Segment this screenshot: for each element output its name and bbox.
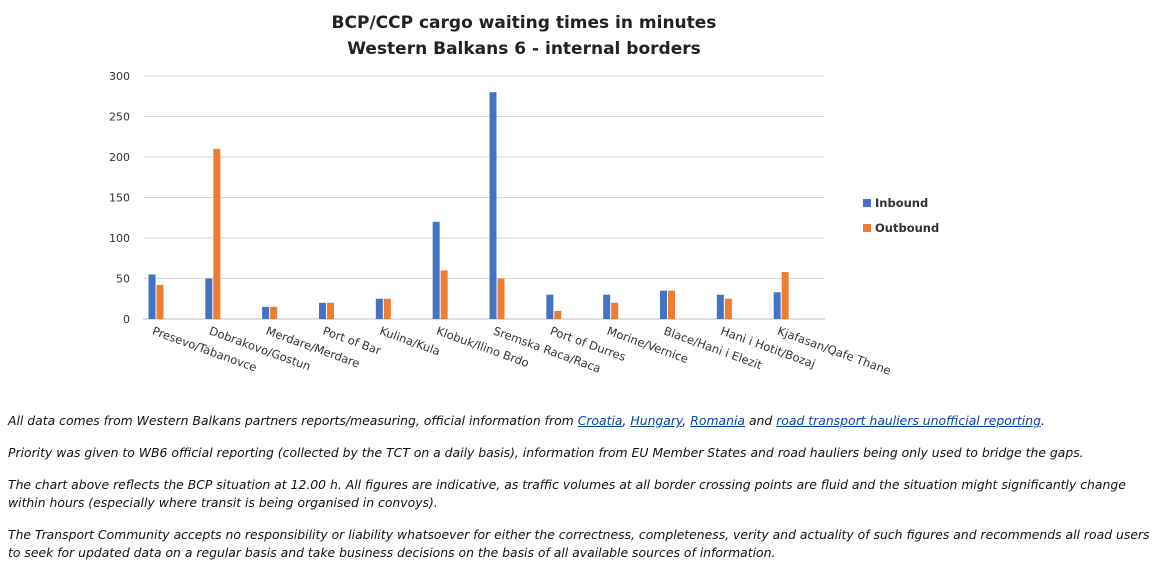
- y-tick-label: 150: [109, 192, 130, 205]
- period: .: [1040, 413, 1045, 428]
- chart-title: BCP/CCP cargo waiting times in minutes: [332, 13, 717, 33]
- note-priority: Priority was given to WB6 official repor…: [8, 445, 1084, 460]
- note-bcp-situation: The chart above reflects the BCP situati…: [8, 477, 1126, 510]
- bar-inbound: [319, 302, 327, 319]
- bar-outbound: [156, 284, 164, 319]
- notes: All data comes from Western Balkans part…: [8, 412, 1163, 576]
- y-tick-label: 250: [109, 111, 130, 124]
- gridlines: [143, 75, 825, 320]
- y-tick-label: 50: [116, 273, 130, 286]
- bar-outbound: [497, 278, 505, 319]
- bar-inbound: [546, 294, 554, 319]
- bar-inbound: [375, 298, 383, 319]
- bar-inbound: [432, 221, 440, 319]
- hauliers-reporting-link[interactable]: road transport hauliers unofficial repor…: [776, 413, 1041, 428]
- bar-inbound: [205, 278, 213, 319]
- bar-inbound: [773, 292, 781, 319]
- chart-subtitle: Western Balkans 6 - internal borders: [347, 39, 700, 59]
- hungary-link[interactable]: Hungary: [630, 413, 683, 428]
- bar-inbound: [148, 274, 156, 319]
- bar-outbound: [724, 298, 732, 319]
- legend-swatch: [863, 199, 871, 207]
- y-tick-label: 300: [109, 70, 130, 83]
- croatia-link[interactable]: Croatia: [577, 413, 623, 428]
- y-axis-ticks: 0 50 100 150 200 250 300: [109, 70, 130, 326]
- note-disclaimer: The Transport Community accepts no respo…: [8, 527, 1150, 560]
- bar-outbound: [440, 270, 448, 319]
- bar-outbound: [213, 148, 221, 319]
- bar-chart: BCP/CCP cargo waiting times in minutes W…: [109, 13, 939, 378]
- bar-outbound: [383, 298, 391, 319]
- bar-inbound: [603, 294, 611, 319]
- bar-outbound: [781, 272, 789, 319]
- bar-inbound: [716, 294, 724, 319]
- y-tick-label: 100: [109, 232, 130, 245]
- conjunction: and: [745, 413, 777, 428]
- legend-label: Inbound: [875, 196, 928, 210]
- x-axis-labels: Presevo/TabanovceDobrakovo/GostunMerdare…: [150, 324, 892, 378]
- note-sources-prefix: All data comes from Western Balkans part…: [8, 413, 578, 428]
- bar-outbound: [270, 306, 278, 319]
- bar-outbound: [611, 302, 619, 319]
- separator: ,: [682, 413, 691, 428]
- note-sources: All data comes from Western Balkans part…: [8, 412, 1163, 430]
- y-tick-label: 0: [123, 313, 130, 326]
- bar-inbound: [489, 92, 497, 319]
- bar-outbound: [554, 310, 562, 319]
- separator: ,: [622, 413, 631, 428]
- legend-label: Outbound: [875, 221, 939, 235]
- romania-link[interactable]: Romania: [690, 413, 745, 428]
- legend-swatch: [863, 224, 871, 232]
- chart-area: BCP/CCP cargo waiting times in minutes W…: [109, 13, 939, 378]
- y-tick-label: 200: [109, 151, 130, 164]
- bar-outbound: [668, 290, 676, 319]
- legend: Inbound Outbound: [863, 196, 939, 235]
- bars: [148, 92, 789, 319]
- bar-inbound: [262, 306, 270, 319]
- x-category-label: Kulina/Kula: [378, 324, 442, 359]
- bar-outbound: [327, 302, 335, 319]
- bar-inbound: [660, 290, 668, 319]
